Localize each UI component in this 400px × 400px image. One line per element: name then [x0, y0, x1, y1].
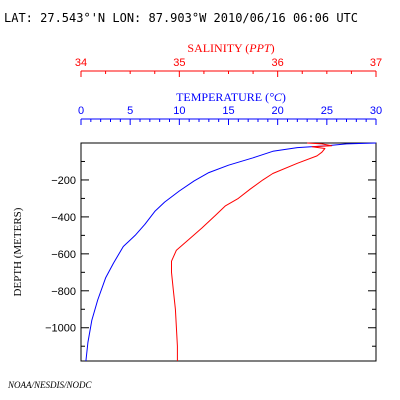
salinity-axis-label-unit: PPT	[248, 41, 272, 55]
salinity-tick-label: 35	[173, 57, 185, 69]
temperature-axis: TEMPERATURE (°C) 0 5 10 15 20 25 30	[78, 90, 382, 125]
depth-axis-label: DEPTH (METERS)	[12, 207, 24, 296]
temperature-tick-label: 0	[78, 105, 84, 117]
temperature-axis-label-suffix: )	[282, 90, 286, 104]
salinity-profile-line	[171, 142, 333, 361]
temperature-tick-label: 15	[222, 105, 234, 117]
salinity-tick-label: 36	[272, 57, 284, 69]
salinity-axis: SALINITY (PPT) 34 35 36 37	[75, 41, 382, 77]
credit-text: NOAA/NESDIS/NODC	[7, 380, 92, 390]
plot-frame	[80, 142, 377, 362]
salinity-axis-label-prefix: SALINITY (	[187, 41, 249, 55]
temperature-axis-label-prefix: TEMPERATURE (	[176, 90, 269, 104]
depth-tick-label: −1000	[45, 323, 76, 335]
salinity-axis-label-suffix: )	[271, 41, 275, 55]
series-layer	[85, 142, 377, 362]
temperature-tick-label: 10	[173, 105, 185, 117]
temperature-tick-label: 25	[321, 105, 333, 117]
depth-tick-label: −400	[51, 212, 76, 224]
salinity-axis-label: SALINITY (PPT)	[187, 41, 274, 55]
depth-tick-label: −600	[51, 249, 76, 261]
temperature-tick-label: 30	[370, 105, 382, 117]
depth-axis: DEPTH (METERS) −200 −400 −600 −800 −1000	[12, 160, 376, 347]
depth-tick-label: −800	[51, 286, 76, 298]
temperature-axis-label: TEMPERATURE (°C)	[176, 90, 286, 104]
depth-tick-label: −200	[51, 175, 76, 187]
temperature-tick-label: 20	[272, 105, 284, 117]
salinity-tick-label: 34	[75, 57, 87, 69]
temperature-axis-label-unit: °C	[269, 90, 283, 104]
salinity-tick-label: 37	[370, 57, 382, 69]
chart-title: LAT: 27.543°'N LON: 87.903°W 2010/06/16 …	[4, 11, 358, 25]
temperature-tick-label: 5	[127, 105, 133, 117]
temperature-profile-line	[85, 142, 377, 362]
